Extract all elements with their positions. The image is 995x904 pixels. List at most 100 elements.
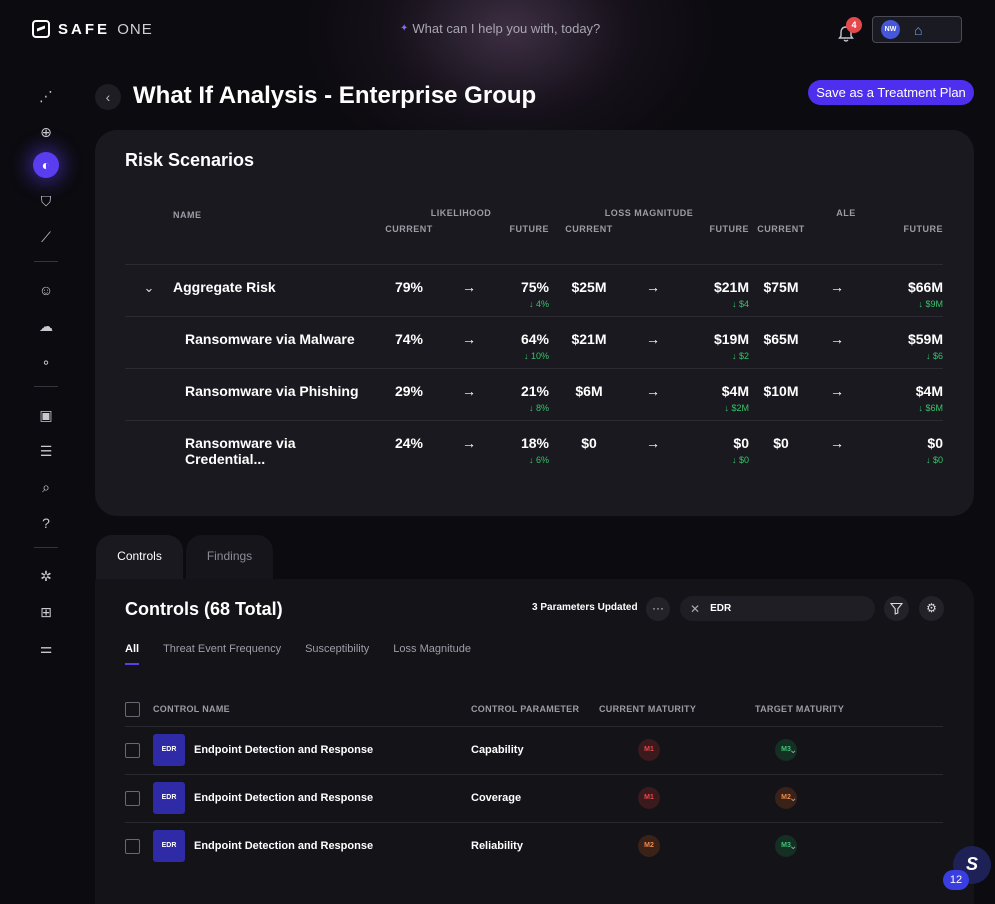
risk-scenarios-table: LIKELIHOOD LOSS MAGNITUDE ALE NAME CURRE… — [125, 200, 943, 472]
risk-row[interactable]: Ransomware via Malware 74% → 64% ↓ 10% $2… — [125, 315, 943, 368]
shield-check-icon: ⛉ — [40, 192, 52, 209]
risk-name: Ransomware via Phishing — [173, 367, 373, 420]
sidebar-item-reports[interactable]: ☰ — [30, 435, 62, 467]
chevron-down-icon[interactable]: ⌄ — [789, 745, 798, 756]
likelihood-delta: ↓ 4% — [528, 298, 549, 309]
scatter-chart-icon: ⋰ — [39, 87, 53, 104]
save-treatment-plan-button[interactable]: Save as a Treatment Plan — [808, 80, 974, 105]
target-icon: ⊕ — [40, 123, 52, 140]
filter-tab-threat-event-frequency[interactable]: Threat Event Frequency — [163, 643, 282, 655]
brand-suffix: ONE — [117, 20, 153, 38]
sparkle-icon: ✦ — [400, 23, 409, 34]
sidebar-item-findings[interactable]: ⌕ — [30, 471, 62, 503]
tab-controls[interactable]: Controls — [96, 535, 183, 579]
sidebar-item-dashboard[interactable]: ⋰ — [30, 80, 62, 112]
header-loss-future: FUTURE — [709, 224, 749, 234]
search-shield-icon: ⌕ — [42, 478, 50, 495]
row-checkbox[interactable] — [125, 742, 140, 758]
arrow-right-icon: → — [445, 419, 493, 472]
tab-findings[interactable]: Findings — [186, 535, 273, 579]
filter-tab-all[interactable]: All — [125, 643, 140, 665]
chevron-left-icon: ‹ — [105, 89, 111, 105]
organization-icon: ⌂ — [914, 21, 923, 38]
loss-future: $21M — [713, 278, 749, 295]
toggle-circle-icon: ◐ — [41, 157, 51, 173]
risk-name: Ransomware via Credential... — [173, 419, 373, 472]
back-button[interactable]: ‹ — [95, 84, 121, 110]
likelihood-delta: ↓ 8% — [528, 402, 549, 413]
control-name: Endpoint Detection and Response — [194, 743, 374, 756]
sidebar-item-users[interactable]: ☺ — [30, 274, 62, 306]
ale-delta: ↓ $6 — [925, 350, 943, 361]
row-checkbox[interactable] — [125, 838, 140, 854]
header-likelihood: LIKELIHOOD — [430, 208, 492, 218]
control-badge: EDR — [153, 734, 185, 766]
filter-tabs: All Threat Event Frequency Susceptibilit… — [125, 643, 471, 665]
likelihood-delta: ↓ 6% — [528, 454, 549, 465]
sidebar-item-integrations[interactable]: ∘ — [30, 346, 62, 378]
filter-tab-susceptibility[interactable]: Susceptibility — [305, 643, 370, 655]
document-shield-icon: ▣ — [39, 406, 53, 423]
control-parameter: Coverage — [471, 773, 599, 822]
settings-button[interactable]: ⚙ — [919, 596, 944, 621]
search-input[interactable]: ✕ EDR — [680, 596, 875, 621]
header-current-maturity: CURRENT MATURITY — [599, 704, 697, 715]
sidebar-item-policies[interactable]: ▣ — [30, 399, 62, 431]
parameters-updated-label: 3 Parameters Updated — [532, 602, 638, 613]
arrow-right-icon: → — [629, 315, 677, 368]
risk-row-aggregate[interactable]: ⌄ Aggregate Risk 79% → 75% ↓ 4% $25M → $2… — [125, 263, 943, 316]
risk-name: Ransomware via Malware — [173, 315, 373, 368]
arrow-right-icon: → — [813, 419, 861, 472]
assistant-count-badge: 12 — [943, 870, 969, 890]
risk-scenarios-title: Risk Scenarios — [125, 150, 255, 170]
cloud-icon: ☁ — [39, 317, 53, 334]
sliders-icon: ⚙ — [926, 601, 937, 615]
sidebar-item-what-if[interactable]: ◐ — [33, 152, 59, 178]
ale-current: $75M — [749, 263, 813, 316]
table-row[interactable]: EDR Endpoint Detection and Response Relia… — [125, 821, 943, 870]
likelihood-future: 75% — [520, 278, 549, 295]
more-options-button[interactable]: ··· — [646, 597, 670, 621]
table-row[interactable]: EDR Endpoint Detection and Response Capab… — [125, 725, 943, 774]
chevron-down-icon[interactable]: ⌄ — [789, 793, 798, 804]
select-all-checkbox[interactable] — [125, 701, 140, 717]
filter-tab-loss-magnitude[interactable]: Loss Magnitude — [393, 643, 471, 655]
sidebar-item-add-folder[interactable]: ⊞ — [30, 596, 62, 628]
sidebar-divider — [34, 261, 58, 262]
notification-count-badge: 4 — [846, 17, 862, 33]
assistant-prompt[interactable]: ✦ What can I help you with, today? — [400, 21, 600, 36]
likelihood-future: 18% — [520, 434, 549, 451]
sidebar-item-controls[interactable]: ⛉ — [30, 185, 62, 217]
likelihood-future: 64% — [520, 330, 549, 347]
clear-search-icon[interactable]: ✕ — [690, 601, 701, 616]
sidebar-item-targets[interactable]: ⊕ — [30, 116, 62, 148]
search-value: EDR — [710, 603, 732, 614]
filter-icon — [889, 603, 904, 616]
user-menu[interactable]: NW ⌂ — [872, 16, 962, 43]
row-checkbox[interactable] — [125, 790, 140, 806]
brand-logo[interactable]: SAFE ONE — [32, 20, 153, 38]
risk-row[interactable]: Ransomware via Credential... 24% → 18% ↓ … — [125, 419, 943, 472]
control-name: Endpoint Detection and Response — [194, 791, 374, 804]
sidebar-item-preferences[interactable]: ⚌ — [30, 632, 62, 664]
sidebar-item-settings[interactable]: ✲ — [30, 560, 62, 592]
risk-row[interactable]: Ransomware via Phishing 29% → 21% ↓ 8% $6… — [125, 367, 943, 420]
header-loss-current: CURRENT — [565, 224, 613, 234]
sidebar-item-trends[interactable]: ⟋ — [30, 221, 62, 253]
list-icon: ☰ — [39, 442, 53, 459]
filter-button[interactable] — [884, 596, 909, 621]
question-icon: ? — [42, 515, 50, 531]
chevron-down-icon[interactable]: ⌄ — [143, 279, 155, 295]
sidebar-item-help[interactable]: ? — [30, 507, 62, 539]
arrow-right-icon: → — [445, 367, 493, 420]
header-loss-magnitude: LOSS MAGNITUDE — [604, 208, 694, 218]
sidebar-divider — [34, 547, 58, 548]
sidebar-item-cloud[interactable]: ☁ — [30, 310, 62, 342]
controls-table: CONTROL NAME CONTROL PARAMETER CURRENT M… — [125, 693, 943, 870]
arrow-right-icon: → — [445, 263, 493, 316]
arrow-right-icon: → — [813, 367, 861, 420]
table-row[interactable]: EDR Endpoint Detection and Response Cover… — [125, 773, 943, 822]
chevron-down-icon[interactable]: ⌄ — [789, 841, 798, 853]
ale-future: $66M — [907, 278, 943, 295]
header-ale-future: FUTURE — [903, 224, 943, 234]
